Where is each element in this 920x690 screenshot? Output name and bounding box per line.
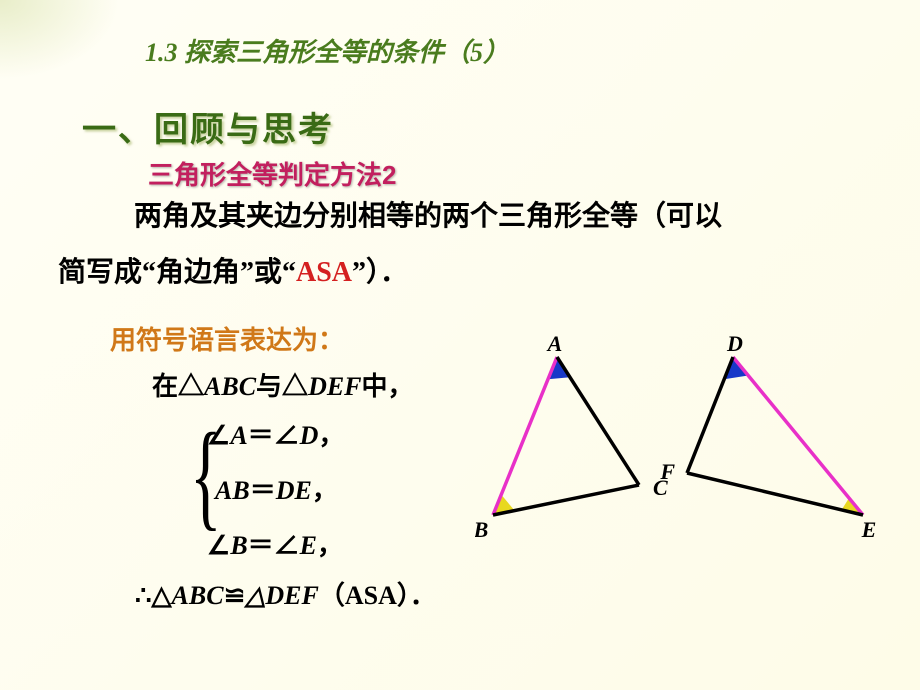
asa-highlight: ASA [296, 257, 352, 288]
txt: ， [318, 421, 344, 450]
svg-text:D: D [726, 335, 743, 356]
left-brace: { [190, 415, 222, 535]
side-de: DE [276, 476, 312, 505]
angle-b: B [230, 531, 247, 560]
txt: ， [317, 531, 343, 560]
corner-decoration [0, 0, 120, 80]
svg-text:A: A [546, 335, 563, 356]
txt: （ASA）． [319, 581, 436, 610]
tri-name-1: ABC [204, 372, 256, 401]
txt: ， [312, 476, 338, 505]
chapter-header: 1.3 探索三角形全等的条件（5） [145, 32, 509, 69]
tri-name-2: DEF [308, 372, 361, 401]
txt: ∴△ [135, 581, 172, 610]
svg-text:F: F [659, 459, 675, 484]
txt: ＝∠ [248, 421, 300, 450]
body-line2-pre: 简写成“角边角”或“ [58, 257, 296, 288]
symbol-language-title: 用符号语言表达为： [110, 320, 344, 357]
section-subtitle: 三角形全等判定方法2 [148, 155, 396, 192]
angle-e: E [300, 531, 317, 560]
txt: 与△ [256, 372, 308, 401]
txt: ＝∠ [248, 531, 300, 560]
congruent-symbol: ≌ [224, 581, 246, 610]
body-text-line1: 两角及其夹边分别相等的两个三角形全等（可以 [134, 196, 722, 238]
svg-text:E: E [861, 517, 877, 542]
tri-def: △DEF [245, 581, 318, 610]
tri-abc: ABC [172, 581, 224, 610]
section-title: 一、回顾与思考 [82, 102, 334, 151]
conclusion-statement: ∴△ABC≌△DEF（ASA）． [135, 575, 436, 612]
svg-text:B: B [475, 517, 488, 542]
body-text-line2: 简写成“角边角”或“ASA”）． [58, 252, 408, 294]
in-triangle-statement: 在△ABC与△DEF中， [152, 366, 414, 403]
angle-a: A [230, 421, 247, 450]
conditions-block: { ∠A＝∠D， AB＝DE， ∠B＝∠E， [175, 415, 344, 580]
angle-d: D [300, 421, 319, 450]
txt: 在△ [152, 372, 204, 401]
body-line2-post: ”）． [352, 257, 408, 288]
triangles-diagram: ABCDEF [475, 335, 895, 545]
txt: 中， [362, 372, 414, 401]
txt: ＝ [250, 476, 276, 505]
